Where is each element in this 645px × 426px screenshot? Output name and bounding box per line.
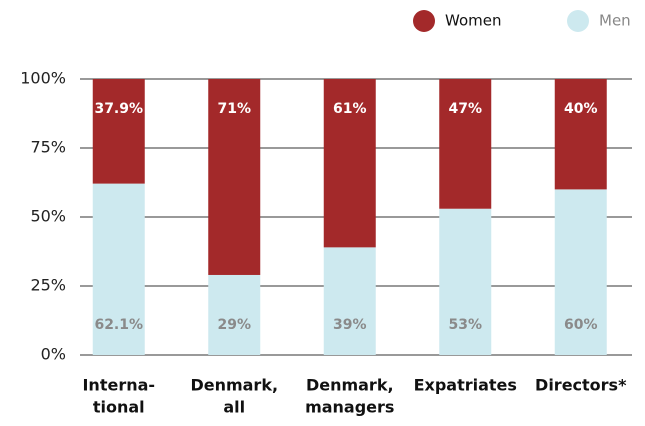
bar-segment	[92, 183, 145, 355]
data-label: 40%	[564, 101, 598, 117]
y-tick-label: 100%	[20, 69, 66, 88]
x-tick-label: Expatriates	[414, 376, 517, 395]
data-label: 29%	[217, 317, 251, 333]
data-label: 47%	[448, 101, 482, 117]
legend-swatch	[413, 10, 435, 32]
x-tick-label: tional	[93, 398, 145, 417]
x-tick-label: all	[223, 398, 245, 417]
bar-segment	[92, 79, 145, 184]
data-label: 61%	[333, 101, 367, 117]
y-tick-label: 75%	[30, 138, 66, 157]
y-tick-label: 25%	[30, 276, 66, 295]
x-tick-label: Interna-	[82, 376, 155, 395]
bar-segment	[323, 247, 376, 355]
data-label: 39%	[333, 317, 367, 333]
x-tick-label: managers	[305, 398, 394, 417]
bar-segment	[208, 274, 261, 355]
x-tick-label: Directors*	[535, 376, 627, 395]
data-label: 71%	[217, 101, 251, 117]
data-label: 37.9%	[94, 101, 143, 117]
legend-label: Men	[599, 12, 631, 30]
legend-label: Women	[445, 12, 501, 30]
y-tick-label: 0%	[41, 345, 66, 364]
data-label: 62.1%	[94, 317, 143, 333]
bar-segment	[439, 79, 492, 209]
bar-segment	[554, 79, 607, 190]
bar-segment	[323, 79, 376, 248]
y-tick-label: 50%	[30, 207, 66, 226]
data-label: 53%	[448, 317, 482, 333]
x-tick-label: Denmark,	[306, 376, 394, 395]
legend-swatch	[567, 10, 589, 32]
bar-segment	[554, 189, 607, 355]
bar-segment	[439, 208, 492, 355]
x-tick-label: Denmark,	[190, 376, 278, 395]
bar-segment	[208, 79, 261, 275]
data-label: 60%	[564, 317, 598, 333]
